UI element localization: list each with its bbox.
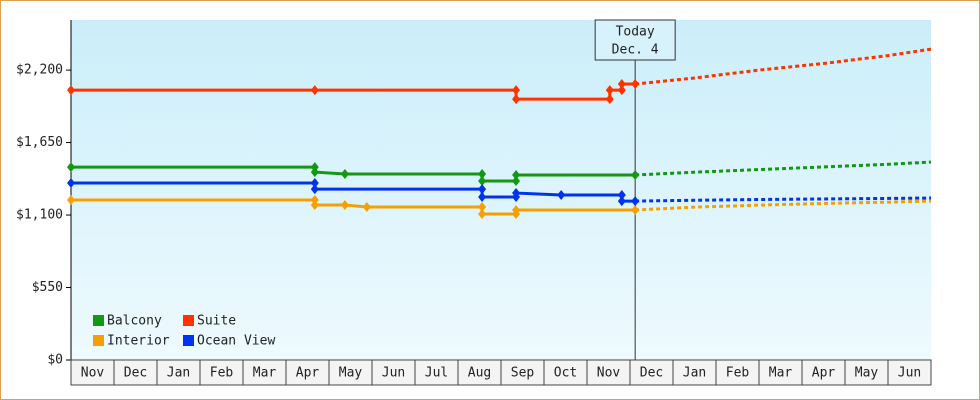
x-tick-label: Dec [124,366,147,381]
x-tick-label: Jul [425,366,448,381]
data-point [605,94,614,105]
legend-swatch [93,315,104,326]
y-tick-label: $0 [47,353,63,368]
data-point [67,195,75,206]
data-point [617,85,626,96]
legend-swatch [93,335,104,346]
x-tick-label: Jan [683,366,706,381]
y-tick-label: $1,650 [16,135,63,150]
data-point [617,196,626,207]
forecast-line [635,47,932,86]
data-point [67,162,75,173]
data-point [478,191,487,202]
data-point [310,178,319,189]
data-point [478,169,487,180]
data-point [617,79,626,90]
today-box [594,19,676,61]
data-point [605,85,614,96]
data-point [512,205,521,216]
data-point [310,184,319,195]
x-tick-label: Feb [210,366,234,381]
legend-label: Interior [107,334,170,349]
plot-area [71,20,931,360]
legend-label: Suite [197,314,236,329]
data-point [478,202,487,212]
today-label: Today [616,25,655,40]
x-tick-label: Mar [253,366,277,381]
data-point [340,200,349,211]
data-point [67,178,75,189]
data-point [310,167,319,178]
x-tick-label: Jun [898,366,921,381]
data-point [478,184,487,195]
y-tick-label: $550 [32,280,63,295]
data-point [310,162,319,173]
x-tick-label: Nov [597,366,621,381]
data-point [512,176,521,187]
x-tick-label: Dec [640,366,663,381]
data-point [512,85,521,96]
x-tick-label: Jan [167,366,190,381]
x-tick-label: May [339,366,363,381]
data-point [631,196,640,207]
x-tick-label: Apr [296,366,320,381]
data-point [631,169,640,180]
data-point [631,205,640,216]
x-tick-label: May [855,366,879,381]
x-tick-label: Nov [81,366,105,381]
legend-label: Balcony [107,314,162,329]
data-point [67,85,75,96]
data-point [478,208,487,219]
x-tick-label: Feb [726,366,750,381]
data-point [340,169,349,180]
data-point [557,190,566,201]
data-point [478,176,487,187]
data-point [512,169,521,180]
data-point [617,190,626,201]
x-tick-label: Aug [468,366,491,381]
legend-label: Ocean View [197,334,275,349]
data-point [362,202,371,212]
legend-swatch [183,315,194,326]
y-tick-label: $2,200 [16,63,63,78]
x-tick-label: Apr [812,366,836,381]
forecast-line [635,196,932,203]
today-date: Dec. 4 [612,43,659,58]
data-point [310,200,319,211]
data-point [310,85,319,96]
y-tick-label: $1,100 [16,208,63,223]
x-tick-label: Mar [769,366,793,381]
x-tick-label: Jun [382,366,405,381]
legend-swatch [183,335,194,346]
data-point [310,195,319,206]
x-tick-label: Sep [511,366,535,381]
data-point [512,94,521,105]
x-tick-label: Oct [554,366,577,381]
forecast-line [635,199,932,212]
data-point [512,188,521,199]
forecast-line [635,160,932,177]
data-point [631,79,640,90]
